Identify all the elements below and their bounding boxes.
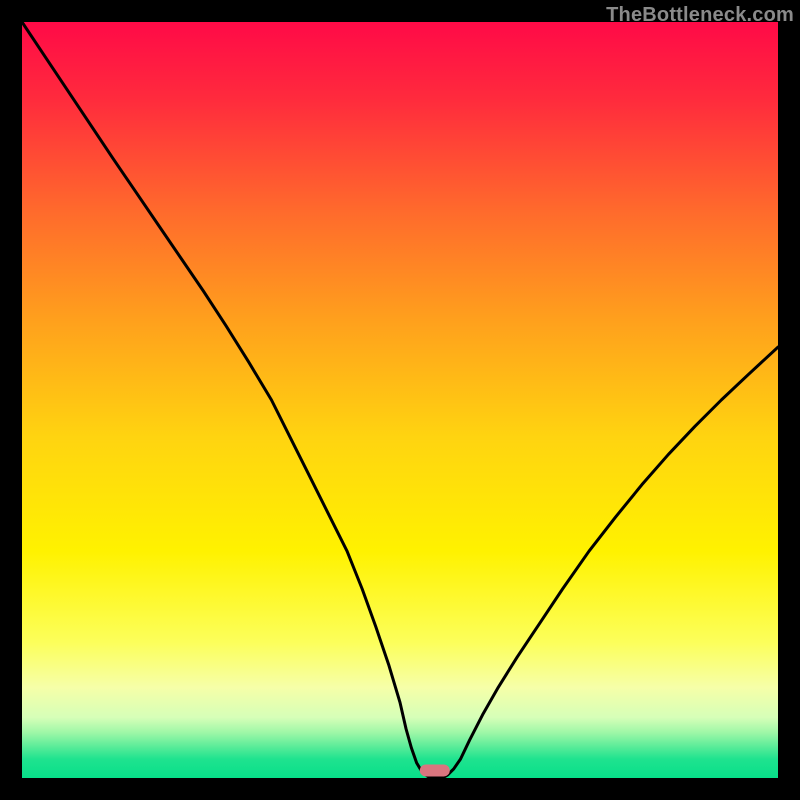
attribution-text: TheBottleneck.com [606, 4, 794, 27]
bottleneck-curve-chart [22, 22, 778, 778]
figure-frame: TheBottleneck.com [0, 0, 800, 800]
plot-area [22, 22, 778, 778]
gradient-background [22, 22, 778, 778]
optimal-marker [420, 764, 450, 776]
